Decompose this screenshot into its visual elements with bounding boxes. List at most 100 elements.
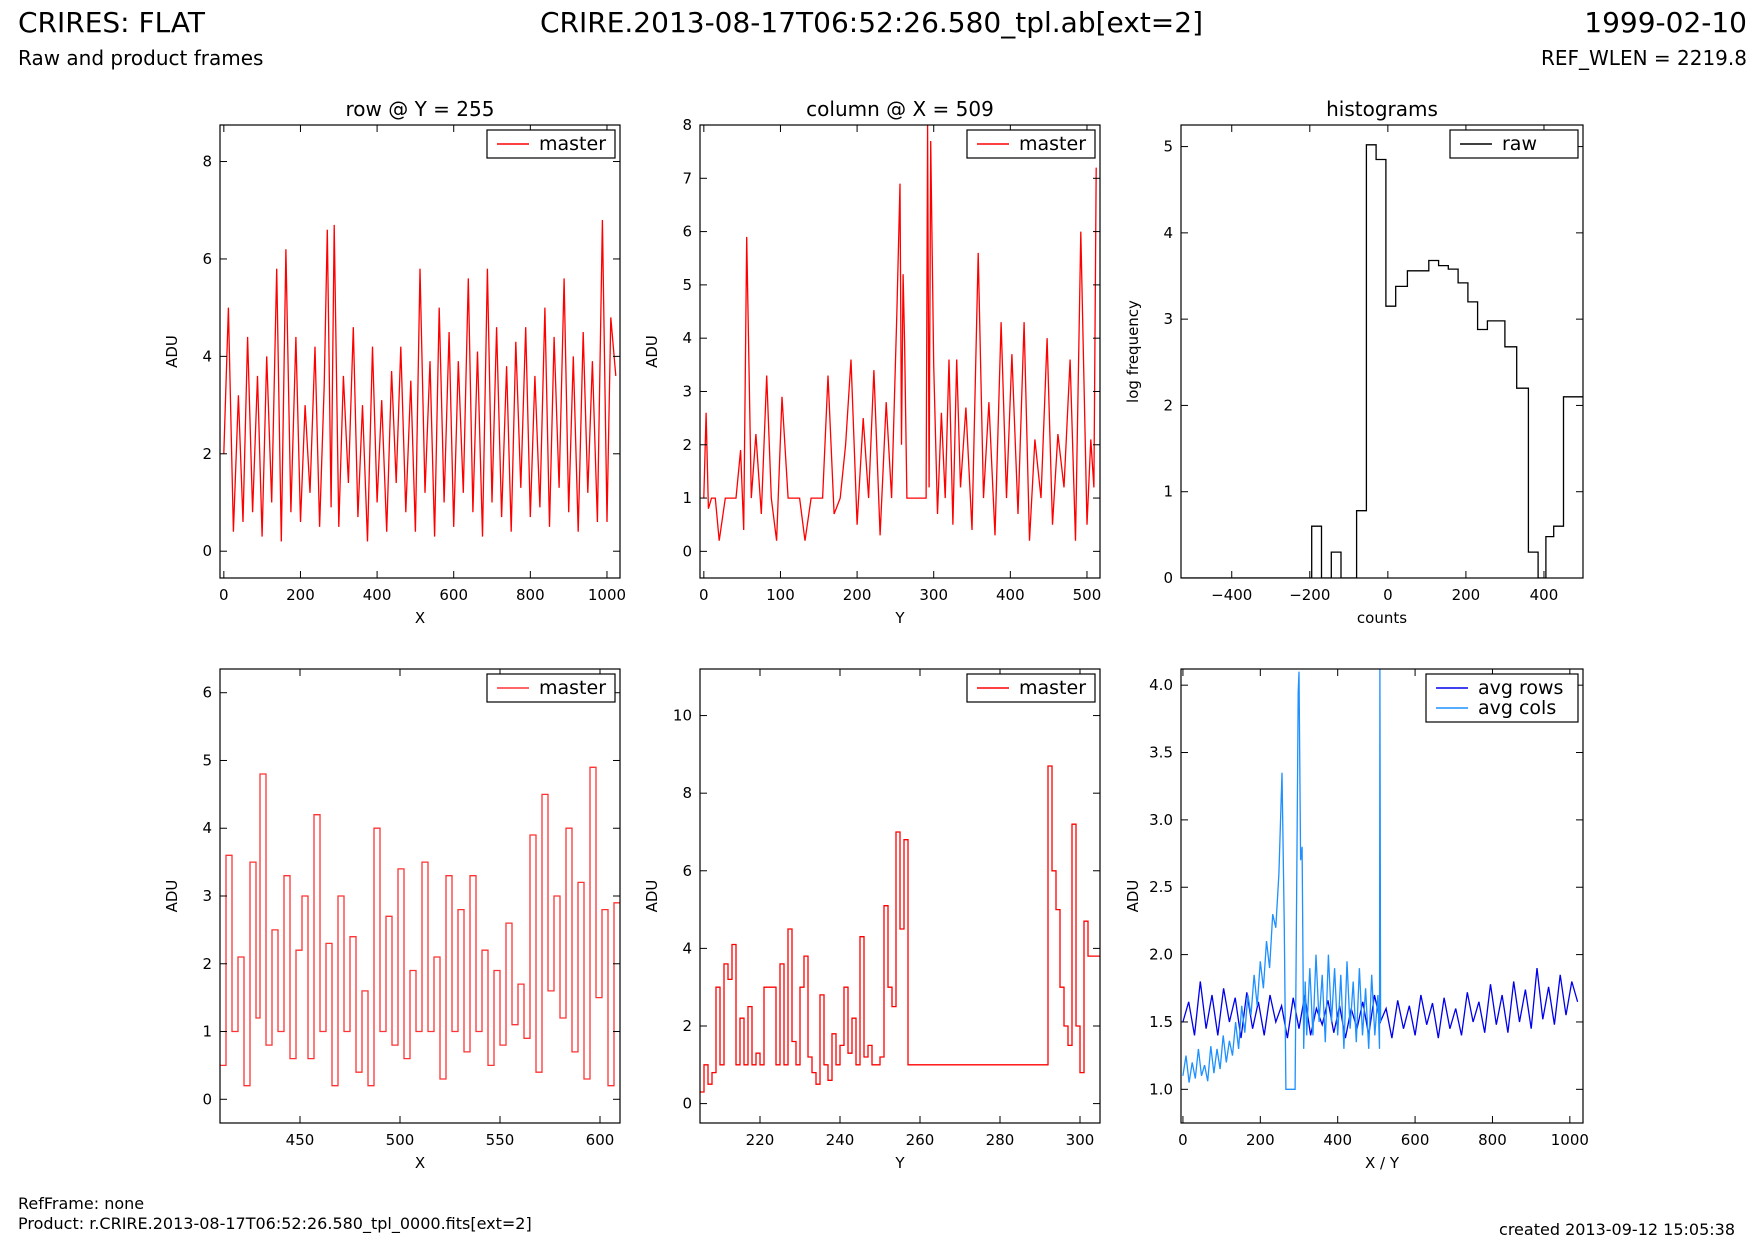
y-tick-label: 4.0: [1149, 676, 1173, 694]
x-tick-label: 400: [996, 586, 1025, 604]
y-tick-label: 4: [202, 819, 212, 837]
plot-frame: [1180, 124, 1584, 579]
x-tick-label: 550: [486, 1131, 515, 1149]
x-tick-label: 400: [1530, 586, 1559, 604]
x-axis-label: X / Y: [1365, 1154, 1400, 1172]
y-tick-label: 4: [1163, 224, 1173, 242]
y-tick-label: 2: [202, 955, 212, 973]
x-tick-label: 0: [1383, 586, 1393, 604]
x-tick-label: 600: [439, 586, 468, 604]
x-tick-label: 400: [1323, 1131, 1352, 1149]
x-axis-label: counts: [1357, 609, 1407, 627]
y-tick-label: 3: [682, 382, 692, 400]
series-line-raw: [1181, 144, 1583, 578]
y-tick-label: 8: [682, 784, 692, 802]
chart-title: column @ X = 509: [806, 97, 994, 121]
y-axis-label: log frequency: [1124, 300, 1142, 403]
legend-label: master: [539, 133, 606, 155]
chart-row-full: 0 200 400 600 800 1000 0 2 4 6 8 row @ Y = 255 X ADU m…: [163, 97, 626, 627]
y-tick-label: 0: [682, 542, 692, 560]
file-title: CRIRE.2013-08-17T06:52:26.580_tpl.ab[ext…: [540, 6, 1204, 39]
legend-label: raw: [1502, 133, 1537, 155]
x-tick-label: 100: [766, 586, 795, 604]
x-axis-label: X: [415, 609, 425, 627]
x-tick-label: 300: [919, 586, 948, 604]
plot-frame: [219, 124, 621, 579]
x-tick-label: 200: [286, 586, 315, 604]
y-tick-label: 3.0: [1149, 811, 1173, 829]
legend-label: master: [1019, 133, 1086, 155]
y-tick-label: 0: [202, 1090, 212, 1108]
y-axis-label: ADU: [1124, 880, 1142, 913]
y-tick-label: 0: [202, 542, 212, 560]
x-tick-label: 500: [386, 1131, 415, 1149]
legend: master: [486, 129, 616, 159]
chart-averages: 0 200 400 600 800 1000 1.0 1.5 2.0 2.5 3.0 3.5 4.0 X …: [1124, 668, 1589, 1172]
legend-label: master: [539, 677, 606, 699]
y-tick-label: 3: [1163, 310, 1173, 328]
y-tick-label: 7: [682, 169, 692, 187]
y-tick-label: 1.5: [1149, 1013, 1173, 1031]
y-tick-label: 6: [202, 684, 212, 702]
y-tick-label: 4: [682, 329, 692, 347]
y-tick-label: 4: [202, 347, 212, 365]
y-axis-label: ADU: [643, 335, 661, 368]
series-line-master: [220, 766, 620, 1087]
chart-column-zoom: 220 240 260 280 300 0 2 4 6 8 10 Y ADU master: [643, 668, 1101, 1172]
chart-row-zoom: 450 500 550 600 0 1 2 3 4 5 6 X ADU master: [163, 668, 621, 1172]
y-tick-label: 5: [682, 276, 692, 294]
x-tick-label: 240: [826, 1131, 855, 1149]
series-line-master: [700, 765, 1100, 1093]
legend: master: [486, 673, 616, 703]
y-tick-label: 6: [682, 223, 692, 241]
x-tick-label: 1000: [588, 586, 626, 604]
y-tick-label: 0: [1163, 569, 1173, 587]
y-tick-label: 0: [682, 1095, 692, 1113]
y-tick-label: 2: [1163, 396, 1173, 414]
chart-histograms: −400 −200 0 200 400 0 1 2 3 4 5 histograms counts log…: [1124, 97, 1584, 627]
plot-frame: [699, 124, 1101, 579]
y-tick-label: 4: [682, 939, 692, 957]
x-tick-label: 450: [286, 1131, 315, 1149]
y-tick-label: 2.0: [1149, 946, 1173, 964]
x-tick-label: 800: [516, 586, 545, 604]
y-tick-label: 2: [682, 436, 692, 454]
x-tick-label: 300: [1066, 1131, 1095, 1149]
legend: master: [966, 673, 1096, 703]
series-line-avg-cols: [1182, 669, 1382, 1090]
x-tick-label: 260: [906, 1131, 935, 1149]
y-tick-label: 6: [682, 862, 692, 880]
chart-title: row @ Y = 255: [346, 97, 495, 121]
y-axis-label: ADU: [163, 880, 181, 913]
series-line-master: [703, 125, 1097, 541]
y-axis-label: ADU: [163, 335, 181, 368]
y-tick-label: 1.0: [1149, 1080, 1173, 1098]
y-tick-label: 10: [673, 707, 692, 725]
legend-label: avg cols: [1478, 697, 1556, 719]
chart-title: histograms: [1326, 97, 1438, 121]
y-axis-label: ADU: [643, 880, 661, 913]
x-tick-label: 0: [1178, 1131, 1188, 1149]
y-tick-label: 1: [1163, 483, 1173, 501]
y-tick-label: 8: [202, 153, 212, 171]
ref-frame-label: RefFrame: none: [18, 1194, 145, 1213]
y-tick-label: 2: [682, 1017, 692, 1035]
x-axis-label: Y: [894, 1154, 905, 1172]
ref-wlen-label: REF_WLEN = 2219.8: [1540, 46, 1747, 70]
series-line-master: [223, 219, 617, 542]
x-tick-label: 280: [986, 1131, 1015, 1149]
created-label: created 2013-09-12 15:05:38: [1499, 1220, 1735, 1239]
y-tick-label: 5: [202, 751, 212, 769]
y-tick-label: 8: [682, 116, 692, 134]
y-tick-label: 2.5: [1149, 878, 1173, 896]
figure-title: CRIRES: FLAT: [18, 6, 205, 39]
plot-frame: [699, 668, 1101, 1124]
x-tick-label: 200: [1246, 1131, 1275, 1149]
x-tick-label: 400: [363, 586, 392, 604]
x-tick-label: 800: [1478, 1131, 1507, 1149]
y-tick-label: 5: [1163, 138, 1173, 156]
y-tick-label: 1: [202, 1023, 212, 1041]
x-tick-label: 0: [219, 586, 229, 604]
product-label: Product: r.CRIRE.2013-08-17T06:52:26.580…: [18, 1214, 532, 1233]
